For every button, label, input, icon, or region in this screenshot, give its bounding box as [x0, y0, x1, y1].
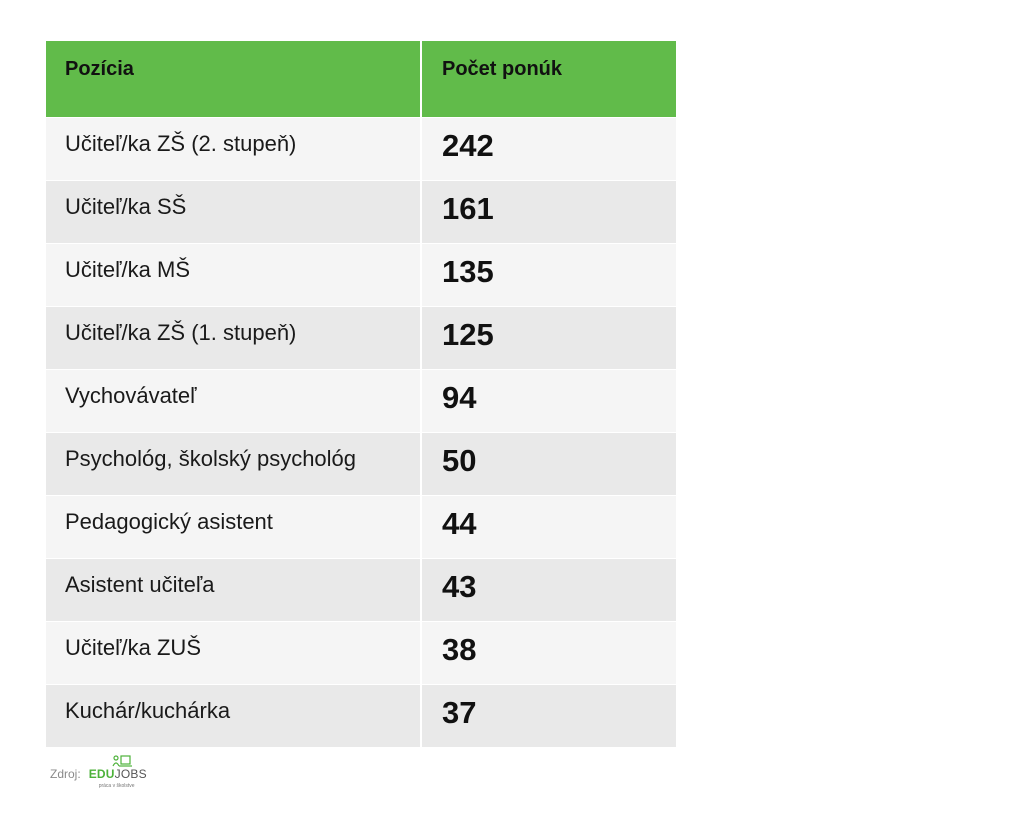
logo-tagline: práca v školstve [98, 783, 135, 789]
table-row: Učiteľ/ka ZŠ (2. stupeň) 242 [46, 118, 676, 181]
table-row: Asistent učiteľa 43 [46, 559, 676, 622]
source-label: Zdroj: [50, 767, 81, 781]
source-note: Zdroj: EDUJOBS práca v školstve [50, 755, 155, 792]
position-cell: Asistent učiteľa [46, 559, 422, 621]
count-value: 161 [442, 191, 494, 226]
position-cell: Učiteľ/ka ZŠ (1. stupeň) [46, 307, 422, 369]
count-value: 242 [442, 128, 494, 163]
count-cell: 50 [422, 433, 676, 495]
position-label: Asistent učiteľa [65, 572, 215, 597]
logo-edu-text: EDU [88, 767, 115, 781]
position-label: Učiteľ/ka ZŠ (1. stupeň) [65, 320, 297, 345]
table-row: Pedagogický asistent 44 [46, 496, 676, 559]
position-label: Učiteľ/ka ZŠ (2. stupeň) [65, 131, 297, 156]
count-cell: 37 [422, 685, 676, 747]
edujobs-logo: EDUJOBS práca v školstve [89, 755, 155, 792]
count-value: 50 [442, 443, 477, 478]
count-cell: 161 [422, 181, 676, 243]
header-position: Pozícia [46, 41, 422, 117]
position-cell: Učiteľ/ka SŠ [46, 181, 422, 243]
position-cell: Učiteľ/ka ZUŠ [46, 622, 422, 684]
person-laptop-icon [112, 755, 132, 767]
position-cell: Pedagogický asistent [46, 496, 422, 558]
logo-jobs-text: JOBS [114, 767, 147, 781]
table-row: Učiteľ/ka ZUŠ 38 [46, 622, 676, 685]
count-cell: 242 [422, 118, 676, 180]
table-row: Psychológ, školský psychológ 50 [46, 433, 676, 496]
position-label: Vychovávateľ [65, 383, 197, 408]
position-label: Učiteľ/ka ZUŠ [65, 635, 201, 660]
position-label: Učiteľ/ka SŠ [65, 194, 187, 219]
position-label: Pedagogický asistent [65, 509, 273, 534]
count-value: 43 [442, 569, 477, 604]
position-cell: Vychovávateľ [46, 370, 422, 432]
count-value: 37 [442, 695, 477, 730]
count-value: 44 [442, 506, 477, 541]
count-value: 135 [442, 254, 494, 289]
position-label: Učiteľ/ka MŠ [65, 257, 190, 282]
count-value: 94 [442, 380, 477, 415]
count-cell: 94 [422, 370, 676, 432]
position-cell: Kuchár/kuchárka [46, 685, 422, 747]
job-offers-table: Pozícia Počet ponúk Učiteľ/ka ZŠ (2. stu… [46, 41, 676, 748]
logo-wordmark: EDUJOBS [89, 767, 147, 781]
count-value: 38 [442, 632, 477, 667]
table-body: Učiteľ/ka ZŠ (2. stupeň) 242 Učiteľ/ka SŠ 1… [46, 118, 676, 748]
position-cell: Učiteľ/ka ZŠ (2. stupeň) [46, 118, 422, 180]
count-cell: 125 [422, 307, 676, 369]
header-count: Počet ponúk [422, 41, 676, 117]
count-cell: 135 [422, 244, 676, 306]
position-label: Kuchár/kuchárka [65, 698, 231, 723]
table-row: Učiteľ/ka ZŠ (1. stupeň) 125 [46, 307, 676, 370]
position-cell: Učiteľ/ka MŠ [46, 244, 422, 306]
position-label: Psychológ, školský psychológ [65, 446, 357, 471]
position-cell: Psychológ, školský psychológ [46, 433, 422, 495]
table-row: Učiteľ/ka SŠ 161 [46, 181, 676, 244]
count-value: 125 [442, 317, 494, 352]
count-cell: 38 [422, 622, 676, 684]
count-cell: 43 [422, 559, 676, 621]
table-row: Vychovávateľ 94 [46, 370, 676, 433]
count-cell: 44 [422, 496, 676, 558]
table-header-row: Pozícia Počet ponúk [46, 41, 676, 118]
table-row: Učiteľ/ka MŠ 135 [46, 244, 676, 307]
table-row: Kuchár/kuchárka 37 [46, 685, 676, 748]
